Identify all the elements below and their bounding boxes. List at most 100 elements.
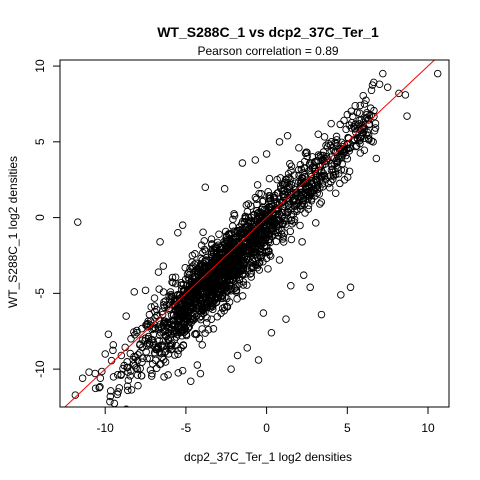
data-point: [182, 331, 191, 340]
data-point: [304, 201, 313, 210]
data-point: [275, 256, 284, 264]
data-point: [233, 227, 241, 236]
data-point: [311, 175, 319, 184]
data-point: [336, 120, 344, 129]
data-point: [198, 272, 207, 281]
chart-title: WT_S288C_1 vs dcp2_37C_Ter_1: [157, 24, 379, 40]
data-point: [267, 202, 276, 211]
data-point: [197, 312, 205, 321]
data-point: [370, 112, 378, 121]
data-point: [115, 384, 124, 392]
data-point: [276, 182, 285, 190]
data-point: [243, 252, 252, 261]
data-point: [150, 302, 159, 310]
data-point: [241, 239, 249, 248]
data-point: [343, 155, 352, 163]
data-point: [287, 216, 296, 225]
data-point: [182, 315, 190, 323]
data-point: [189, 304, 197, 313]
data-point: [161, 347, 170, 356]
data-point: [123, 405, 130, 407]
data-point: [221, 227, 230, 236]
data-point: [277, 184, 285, 193]
data-point: [268, 232, 276, 240]
data-point: [230, 210, 238, 218]
data-point: [255, 259, 263, 267]
data-point: [208, 258, 216, 266]
data-point: [259, 231, 267, 239]
plot-area: [64, 60, 442, 407]
data-point: [360, 146, 369, 155]
data-point: [158, 310, 167, 319]
data-point: [150, 294, 159, 302]
data-point: [106, 397, 114, 406]
data-point: [285, 183, 294, 192]
x-tick-label: -10: [97, 421, 115, 435]
data-point: [346, 283, 355, 292]
data-point: [133, 328, 141, 337]
data-point: [237, 246, 245, 254]
data-point: [193, 361, 202, 369]
data-point: [230, 274, 239, 282]
data-point: [260, 210, 269, 219]
data-point: [280, 186, 289, 194]
data-point: [136, 364, 144, 373]
data-point: [164, 318, 172, 327]
data-point: [181, 299, 190, 307]
data-point: [96, 374, 105, 382]
data-point: [345, 121, 354, 129]
data-point: [222, 283, 230, 292]
data-point: [267, 329, 276, 337]
chart-subtitle: Pearson correlation = 0.89: [197, 44, 338, 58]
data-point: [269, 227, 277, 235]
data-point: [362, 130, 370, 139]
data-point: [242, 201, 251, 209]
data-point: [227, 365, 235, 373]
x-tick-label: 5: [344, 421, 351, 435]
data-point: [338, 150, 346, 158]
data-point: [159, 262, 168, 270]
data-point: [247, 202, 255, 210]
data-point: [245, 216, 253, 225]
data-point: [195, 334, 204, 343]
data-point: [326, 184, 334, 192]
data-point: [364, 116, 373, 124]
data-point: [265, 222, 273, 230]
data-point: [134, 381, 142, 390]
data-point: [174, 369, 182, 377]
data-point: [401, 91, 410, 99]
data-point: [330, 160, 339, 168]
data-point: [223, 237, 232, 245]
x-tick-label: 10: [421, 421, 435, 435]
data-point: [197, 254, 205, 263]
data-point: [156, 360, 164, 369]
data-point: [326, 172, 334, 180]
data-point: [273, 175, 281, 184]
data-point: [172, 312, 180, 321]
data-point: [271, 218, 279, 227]
data-point: [254, 356, 263, 364]
data-point: [220, 185, 229, 193]
data-point: [212, 289, 221, 298]
data-point: [250, 210, 258, 219]
data-point: [233, 295, 241, 303]
data-point: [218, 256, 227, 264]
data-point: [331, 138, 339, 147]
data-point: [309, 186, 318, 195]
data-point: [253, 261, 262, 269]
data-point: [308, 159, 316, 167]
data-point: [161, 331, 170, 339]
data-point: [246, 270, 254, 278]
data-point: [141, 286, 150, 295]
data-point: [356, 149, 365, 157]
y-tick-label: -5: [33, 288, 47, 299]
data-point: [265, 174, 274, 183]
data-point: [224, 268, 233, 276]
data-point: [133, 371, 142, 379]
data-point: [198, 293, 207, 302]
data-point: [259, 309, 268, 317]
data-point: [117, 371, 125, 380]
y-axis-label: WT_S288C_1 log2 densities: [6, 156, 20, 308]
data-point: [136, 340, 144, 348]
data-point: [85, 368, 93, 376]
